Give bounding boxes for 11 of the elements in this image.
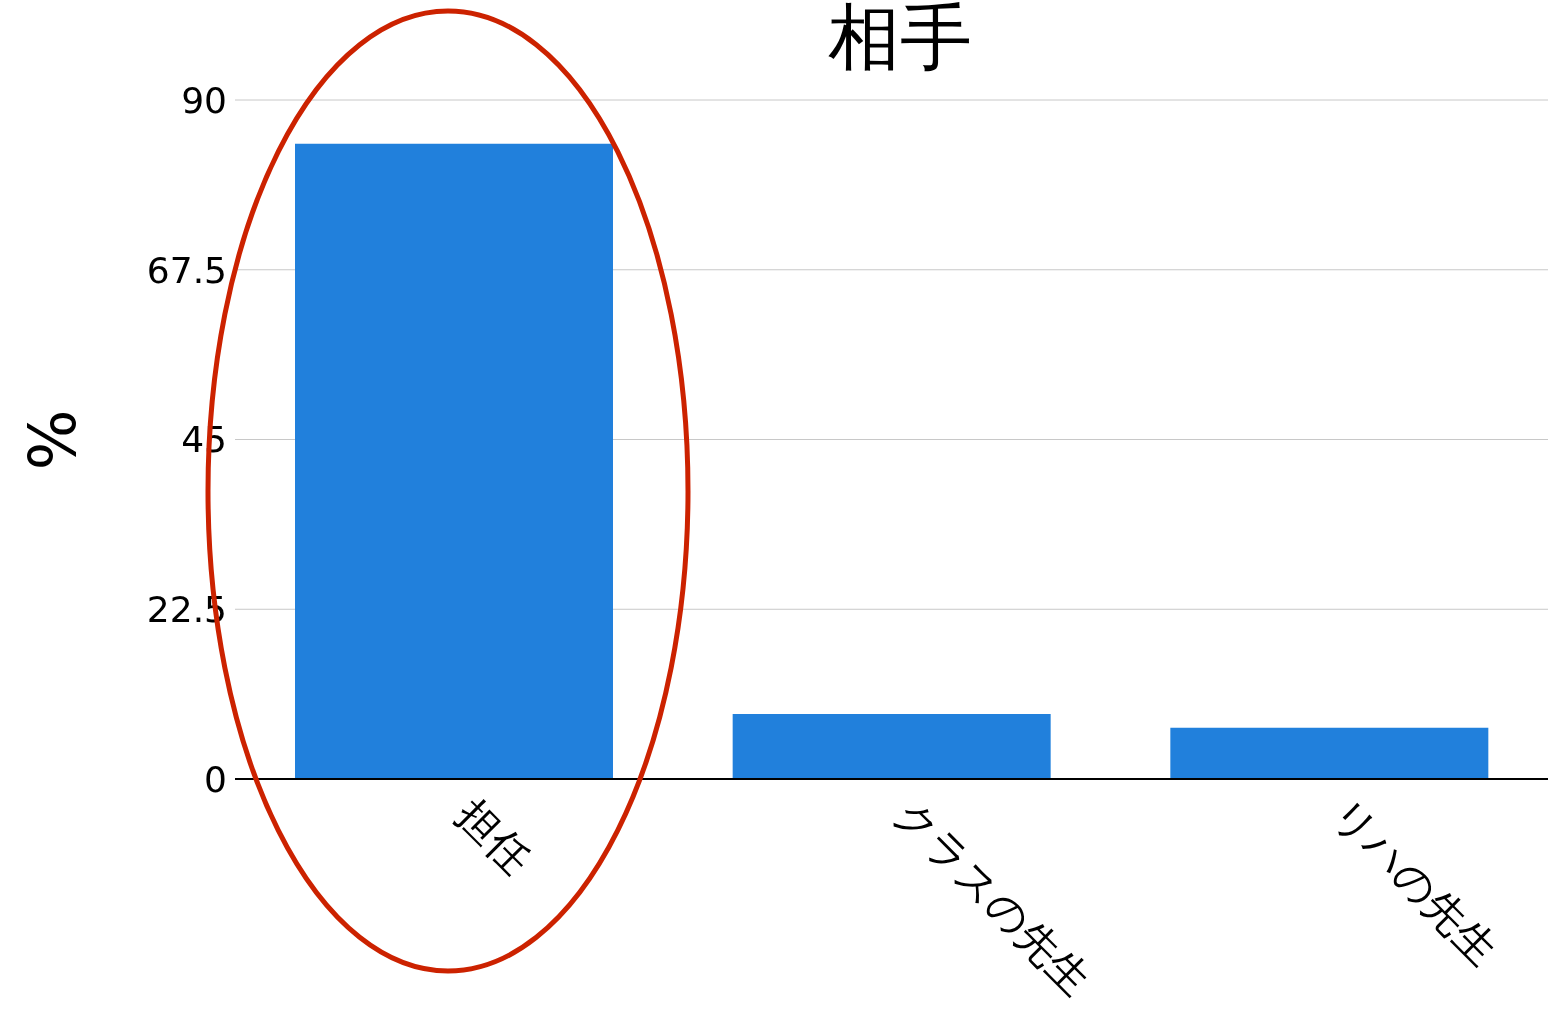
bar	[1170, 727, 1489, 779]
bar	[295, 143, 613, 779]
bar	[732, 714, 1051, 779]
y-tick-label: 90	[181, 79, 227, 121]
chart-title: 相手	[827, 0, 973, 81]
x-tick-label: クラスの先生	[884, 789, 1101, 1006]
x-tick-label: 担任	[446, 789, 541, 884]
y-tick-label: 0	[204, 758, 227, 800]
x-tick-label: リハの先生	[1322, 789, 1508, 975]
y-axis-title: %	[12, 408, 88, 473]
y-tick-label: 67.5	[146, 249, 227, 291]
